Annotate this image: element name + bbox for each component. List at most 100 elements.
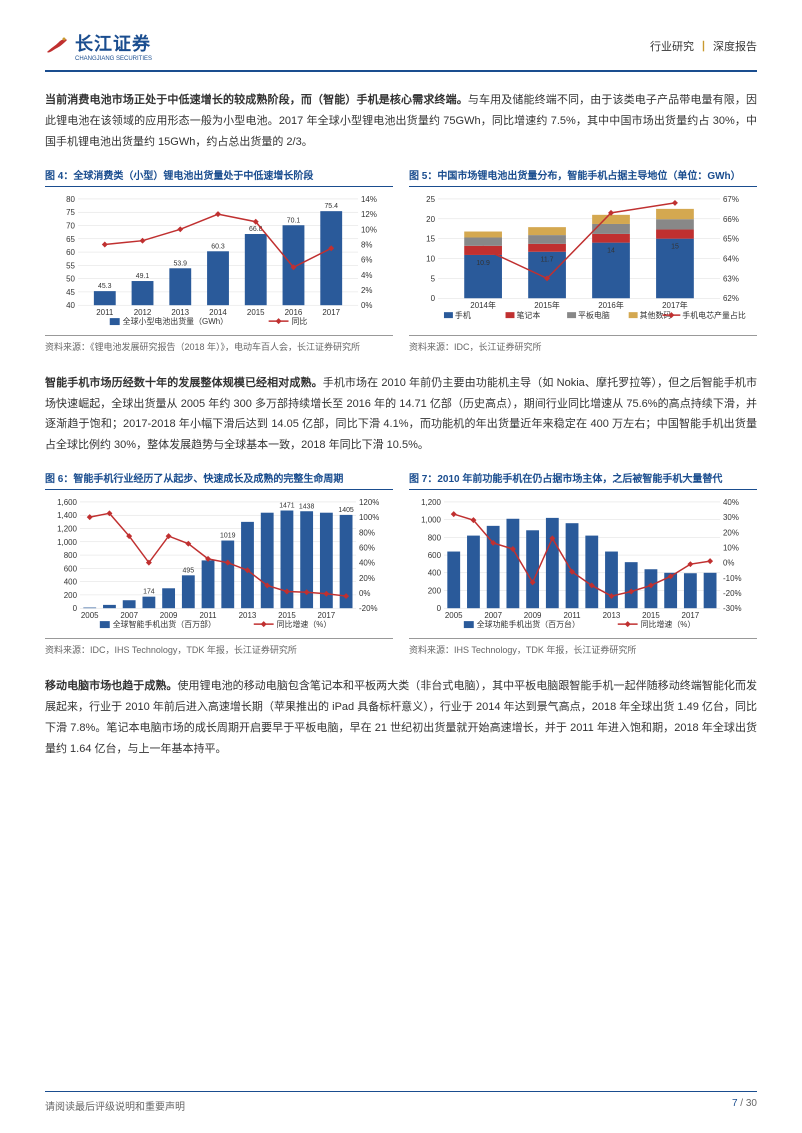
svg-text:63%: 63% bbox=[723, 274, 739, 283]
svg-text:100%: 100% bbox=[359, 513, 379, 522]
svg-text:2015: 2015 bbox=[278, 611, 296, 620]
chart7-title: 图 7：2010 年前功能手机在仍占据市场主体，之后被智能手机大量替代 bbox=[409, 470, 757, 490]
svg-text:1,200: 1,200 bbox=[421, 498, 441, 507]
chart4-title: 图 4：全球消费类（小型）锂电池出货量处于中低速增长阶段 bbox=[45, 167, 393, 187]
svg-text:1,000: 1,000 bbox=[57, 538, 77, 547]
svg-text:70.1: 70.1 bbox=[287, 217, 301, 224]
svg-text:53.9: 53.9 bbox=[174, 260, 188, 267]
svg-text:14%: 14% bbox=[361, 195, 377, 204]
svg-text:0: 0 bbox=[437, 604, 442, 613]
svg-text:5: 5 bbox=[431, 274, 436, 283]
svg-text:-20%: -20% bbox=[359, 604, 378, 613]
chart4: 4045505560657075800%2%4%6%8%10%12%14%45.… bbox=[45, 191, 393, 336]
svg-text:15: 15 bbox=[426, 234, 435, 243]
svg-text:-20%: -20% bbox=[723, 589, 742, 598]
svg-text:1,600: 1,600 bbox=[57, 498, 77, 507]
chart5-title: 图 5：中国市场锂电池出货量分布，智能手机占据主导地位（单位：GWh） bbox=[409, 167, 757, 187]
svg-text:80: 80 bbox=[66, 195, 75, 204]
svg-text:全球功能手机出货（百万台）: 全球功能手机出货（百万台） bbox=[477, 619, 580, 629]
svg-text:同比增速（%）: 同比增速（%） bbox=[641, 619, 696, 629]
svg-text:笔记本: 笔记本 bbox=[516, 310, 540, 320]
svg-text:62%: 62% bbox=[723, 294, 739, 303]
svg-text:66%: 66% bbox=[723, 214, 739, 223]
svg-text:400: 400 bbox=[64, 578, 78, 587]
svg-text:2016: 2016 bbox=[285, 308, 303, 317]
chart6: 02004006008001,0001,2001,4001,600-20%0%2… bbox=[45, 494, 393, 639]
svg-text:1,000: 1,000 bbox=[421, 516, 441, 525]
svg-text:10%: 10% bbox=[723, 544, 739, 553]
svg-text:2015: 2015 bbox=[642, 611, 660, 620]
svg-text:2009: 2009 bbox=[524, 611, 542, 620]
svg-text:1019: 1019 bbox=[220, 533, 236, 540]
svg-text:2015年: 2015年 bbox=[534, 300, 560, 310]
svg-text:6%: 6% bbox=[361, 255, 372, 264]
svg-text:60.3: 60.3 bbox=[211, 243, 225, 250]
svg-text:2011: 2011 bbox=[200, 611, 218, 620]
svg-text:55: 55 bbox=[66, 261, 75, 270]
svg-text:1405: 1405 bbox=[338, 507, 354, 514]
page-total: 30 bbox=[746, 1098, 757, 1109]
svg-text:80%: 80% bbox=[359, 529, 375, 538]
svg-text:全球小型电池出货量（GWh）: 全球小型电池出货量（GWh） bbox=[123, 316, 228, 326]
svg-text:2005: 2005 bbox=[81, 611, 99, 620]
svg-text:800: 800 bbox=[428, 534, 442, 543]
svg-text:0%: 0% bbox=[723, 559, 734, 568]
svg-text:4%: 4% bbox=[361, 270, 372, 279]
svg-text:2014: 2014 bbox=[209, 308, 227, 317]
svg-text:40%: 40% bbox=[359, 559, 375, 568]
svg-text:8%: 8% bbox=[361, 240, 372, 249]
svg-text:1,200: 1,200 bbox=[57, 525, 77, 534]
logo: 长江证券 CHANGJIANG SECURITIES bbox=[45, 30, 152, 62]
svg-text:45: 45 bbox=[66, 288, 75, 297]
svg-text:2005: 2005 bbox=[445, 611, 463, 620]
svg-text:10: 10 bbox=[426, 254, 435, 263]
chart7: 02004006008001,0001,200-30%-20%-10%0%10%… bbox=[409, 494, 757, 639]
svg-text:70: 70 bbox=[66, 221, 75, 230]
svg-text:67%: 67% bbox=[723, 195, 739, 204]
paragraph-1: 当前消费电池市场正处于中低速增长的较成熟阶段，而（智能）手机是核心需求终端。与车… bbox=[45, 90, 757, 153]
svg-text:20%: 20% bbox=[359, 574, 375, 583]
svg-text:1,400: 1,400 bbox=[57, 511, 77, 520]
paragraph-2: 智能手机市场历经数十年的发展整体规模已经相对成熟。手机市场在 2010 年前仍主… bbox=[45, 373, 757, 457]
svg-text:65: 65 bbox=[66, 234, 75, 243]
svg-text:65%: 65% bbox=[723, 234, 739, 243]
svg-text:2017年: 2017年 bbox=[662, 300, 688, 310]
header-category: 行业研究丨深度报告 bbox=[650, 38, 757, 54]
para3-bold: 移动电脑市场也趋于成熟。 bbox=[45, 680, 177, 692]
svg-text:-30%: -30% bbox=[723, 604, 742, 613]
svg-text:49.1: 49.1 bbox=[136, 273, 150, 280]
page-num: 7 bbox=[732, 1098, 738, 1109]
svg-text:800: 800 bbox=[64, 551, 78, 560]
svg-text:60%: 60% bbox=[359, 544, 375, 553]
svg-text:12%: 12% bbox=[361, 210, 377, 219]
logo-icon bbox=[45, 34, 69, 58]
page-header: 长江证券 CHANGJIANG SECURITIES 行业研究丨深度报告 bbox=[45, 30, 757, 72]
svg-text:40%: 40% bbox=[723, 498, 739, 507]
svg-text:20: 20 bbox=[426, 214, 435, 223]
logo-text-cn: 长江证券 bbox=[75, 30, 152, 56]
svg-text:0: 0 bbox=[73, 604, 78, 613]
svg-text:0%: 0% bbox=[359, 589, 370, 598]
svg-text:174: 174 bbox=[143, 589, 155, 596]
svg-text:-10%: -10% bbox=[723, 574, 742, 583]
svg-text:2013: 2013 bbox=[171, 308, 189, 317]
svg-text:75.4: 75.4 bbox=[324, 203, 338, 210]
chart5-source: 资料来源：IDC，长江证券研究所 bbox=[409, 340, 757, 353]
para2-bold: 智能手机市场历经数十年的发展整体规模已经相对成熟。 bbox=[45, 377, 323, 389]
svg-text:2007: 2007 bbox=[120, 611, 138, 620]
subtype-text: 深度报告 bbox=[713, 41, 757, 53]
svg-text:75: 75 bbox=[66, 208, 75, 217]
svg-text:2017: 2017 bbox=[318, 611, 336, 620]
footer-disclaimer: 请阅读最后评级说明和重要声明 bbox=[45, 1098, 185, 1113]
svg-text:14: 14 bbox=[607, 247, 615, 254]
svg-text:2016年: 2016年 bbox=[598, 300, 624, 310]
svg-text:10.9: 10.9 bbox=[476, 260, 490, 267]
svg-text:495: 495 bbox=[183, 568, 195, 575]
svg-text:30%: 30% bbox=[723, 513, 739, 522]
chart6-source: 资料来源：IDC，IHS Technology，TDK 年报，长江证券研究所 bbox=[45, 643, 393, 656]
svg-text:2012: 2012 bbox=[134, 308, 152, 317]
divider: 丨 bbox=[698, 41, 709, 53]
logo-text-en: CHANGJIANG SECURITIES bbox=[75, 56, 152, 62]
svg-text:50: 50 bbox=[66, 274, 75, 283]
svg-text:2011: 2011 bbox=[96, 308, 114, 317]
